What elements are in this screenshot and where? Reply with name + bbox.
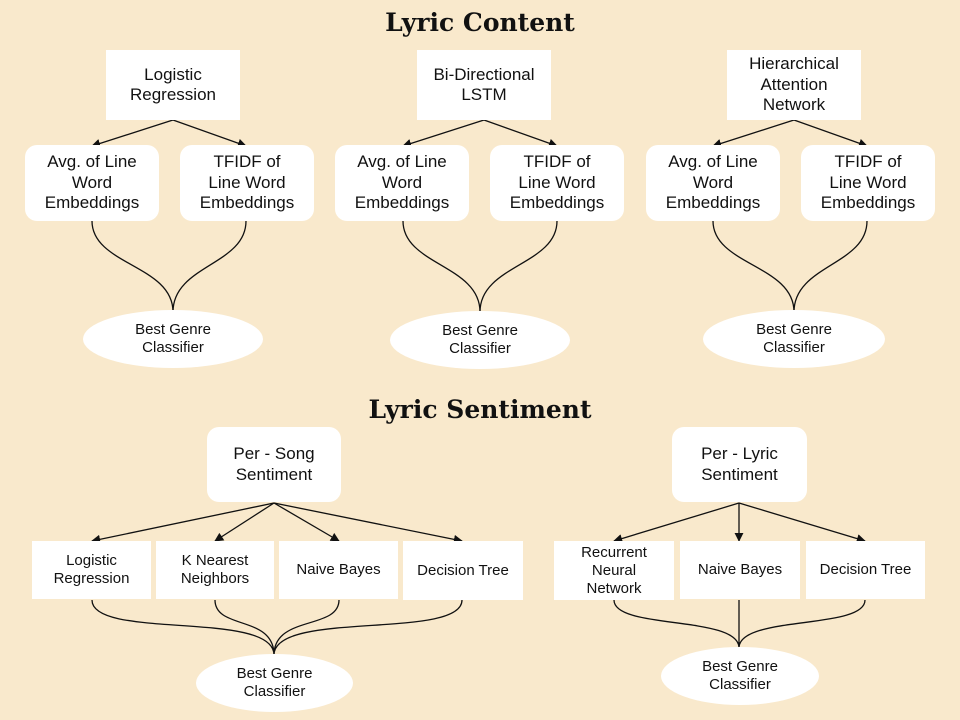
model-hierarchical-attention-network: Hierarchical Attention Network (727, 50, 861, 120)
arrow-lyric-rnn (613, 502, 740, 543)
merge-c3 (712, 220, 868, 313)
model-naive-bayes: Naive Bayes (680, 541, 800, 599)
feature-avg-embeddings: Avg. of Line Word Embeddings (25, 145, 159, 221)
model-logistic-regression: Logistic Regression (32, 541, 151, 599)
best-genre-classifier: Best Genre Classifier (196, 654, 353, 712)
merge-c2 (402, 220, 558, 313)
model-decision-tree: Decision Tree (403, 541, 523, 600)
arrow-c1-tfidf (172, 119, 247, 148)
feature-avg-embeddings: Avg. of Line Word Embeddings (646, 145, 780, 221)
model-bidirectional-lstm: Bi-Directional LSTM (417, 50, 551, 120)
per-song-sentiment: Per - Song Sentiment (207, 427, 341, 502)
arrow-song-knn (214, 502, 275, 542)
model-k-nearest-neighbors: K Nearest Neighbors (156, 541, 274, 599)
lyric-content-title: Lyric Content (385, 8, 575, 37)
feature-tfidf-embeddings: TFIDF of Line Word Embeddings (180, 145, 314, 221)
feature-tfidf-embeddings: TFIDF of Line Word Embeddings (490, 145, 624, 221)
per-lyric-sentiment: Per - Lyric Sentiment (672, 427, 807, 502)
model-recurrent-neural-network: Recurrent Neural Network (554, 541, 674, 600)
best-genre-classifier: Best Genre Classifier (83, 310, 263, 368)
merge-lyric (613, 599, 866, 649)
model-decision-tree: Decision Tree (806, 541, 925, 599)
model-logistic-regression: Logistic Regression (106, 50, 240, 120)
best-genre-classifier: Best Genre Classifier (390, 311, 570, 369)
feature-avg-embeddings: Avg. of Line Word Embeddings (335, 145, 469, 221)
arrow-c3-avg (712, 119, 795, 148)
model-naive-bayes: Naive Bayes (279, 541, 398, 599)
arrow-c2-avg (402, 119, 485, 148)
arrow-song-nb (273, 502, 340, 542)
feature-tfidf-embeddings: TFIDF of Line Word Embeddings (801, 145, 935, 221)
lyric-sentiment-title: Lyric Sentiment (368, 395, 592, 424)
best-genre-classifier: Best Genre Classifier (661, 647, 819, 705)
best-genre-classifier: Best Genre Classifier (703, 310, 885, 368)
merge-song (91, 599, 463, 656)
arrow-song-lr (91, 502, 275, 544)
arrow-lyric-dt (738, 502, 866, 543)
arrow-c2-tfidf (483, 119, 558, 148)
arrow-c3-tfidf (793, 119, 868, 148)
arrow-song-dt (273, 502, 463, 544)
merge-c1 (91, 220, 247, 313)
arrow-c1-avg (91, 119, 174, 148)
